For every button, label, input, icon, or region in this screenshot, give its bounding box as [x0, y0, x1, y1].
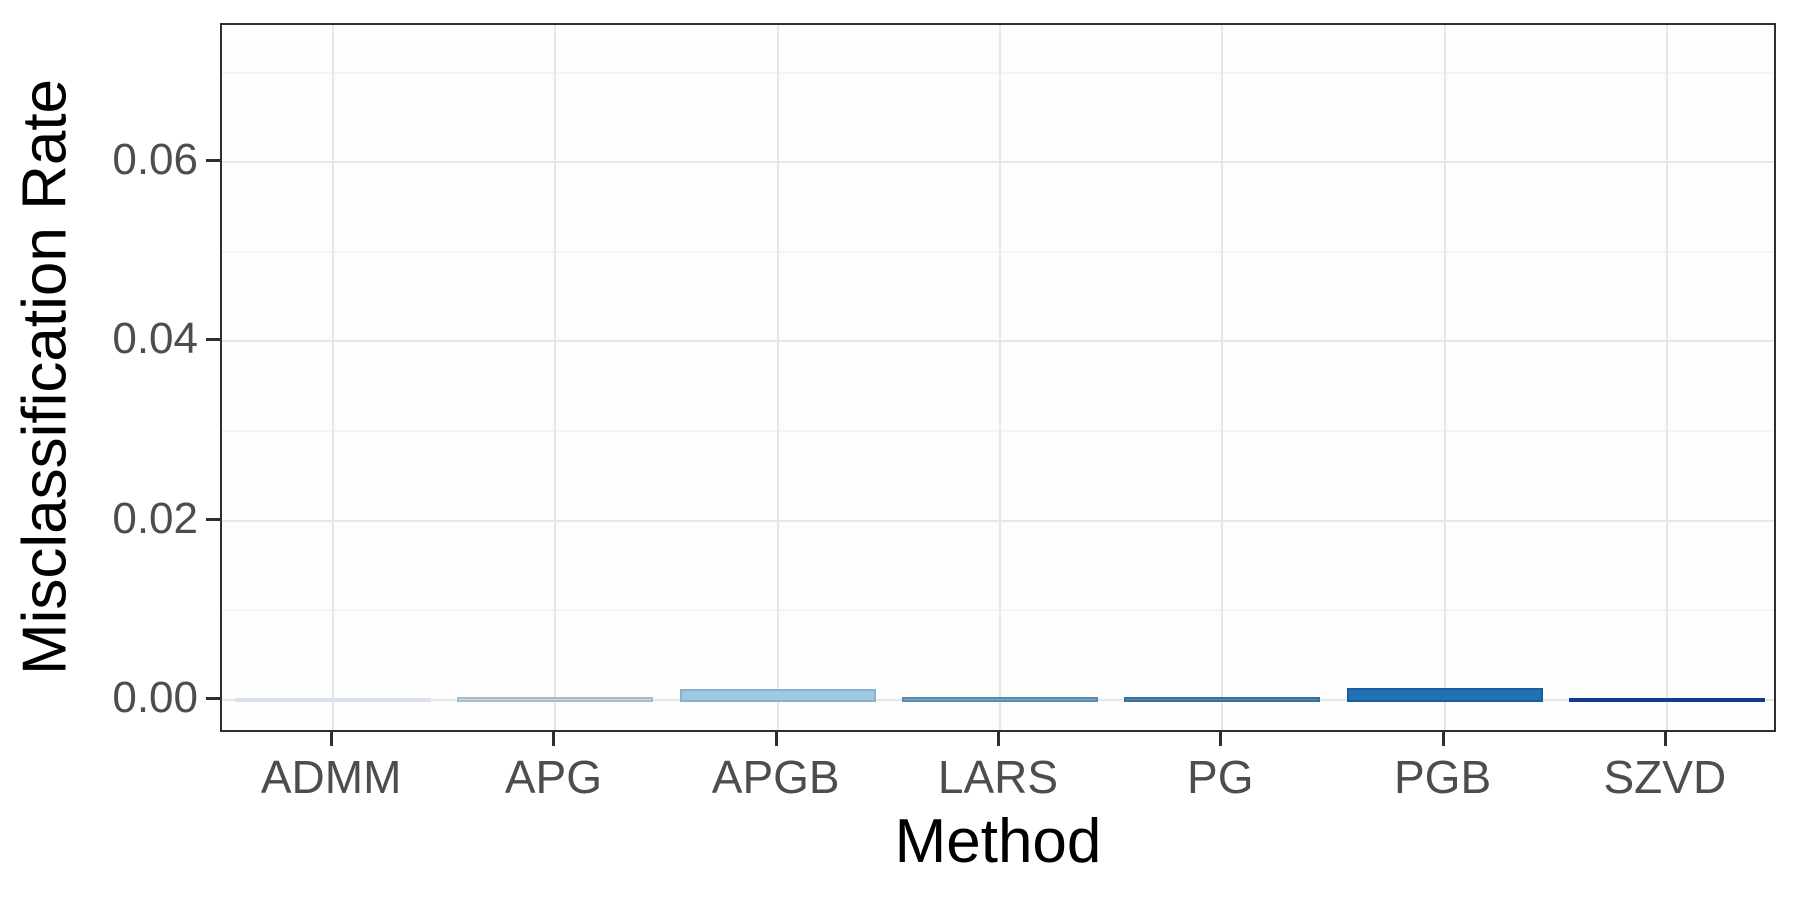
- category-gridline: [999, 25, 1001, 730]
- x-tick-label: APG: [504, 751, 602, 803]
- category-gridline: [1221, 25, 1224, 730]
- category-gridline: [1665, 25, 1668, 730]
- minor-gridline: [222, 250, 1774, 253]
- x-tick-label: LARS: [937, 751, 1059, 803]
- x-tick-mark: [552, 732, 556, 746]
- x-tick-mark: [330, 732, 334, 746]
- category-gridline: [554, 25, 557, 730]
- category-gridline: [1443, 25, 1446, 730]
- minor-gridline: [222, 609, 1774, 612]
- x-tick-mark: [1441, 732, 1445, 746]
- y-tick-mark: [206, 159, 220, 163]
- boxplot-box: [680, 689, 876, 702]
- major-gridline: [222, 161, 1774, 164]
- minor-gridline: [222, 71, 1774, 74]
- y-tick-mark: [206, 338, 220, 342]
- category-gridline: [332, 25, 335, 730]
- boxplot-box: [902, 697, 1098, 702]
- x-tick-mark: [1219, 732, 1223, 746]
- x-tick-label: SZVD: [1603, 751, 1727, 803]
- y-tick-mark: [206, 696, 220, 700]
- major-gridline: [222, 519, 1774, 522]
- y-tick-label: 0.06: [112, 135, 198, 185]
- boxplot-box: [235, 698, 431, 702]
- x-tick-mark: [774, 732, 778, 746]
- minor-gridline: [222, 430, 1774, 433]
- x-tick-label: ADMM: [260, 751, 402, 803]
- plot-panel: [220, 23, 1776, 732]
- x-tick-mark: [1663, 732, 1667, 746]
- boxplot-box: [1124, 697, 1320, 702]
- x-axis-title: Method: [894, 807, 1102, 876]
- y-tick-mark: [206, 517, 220, 521]
- y-tick-label: 0.04: [112, 314, 198, 364]
- boxplot-box: [1347, 688, 1543, 702]
- major-gridline: [222, 340, 1774, 343]
- y-tick-label: 0.02: [112, 493, 198, 543]
- x-tick-mark: [997, 732, 1000, 746]
- boxplot-box: [1569, 698, 1765, 702]
- x-tick-label: APGB: [711, 751, 840, 803]
- y-tick-label: 0.00: [112, 672, 198, 722]
- x-tick-label: PG: [1187, 751, 1254, 803]
- category-gridline: [776, 25, 779, 730]
- x-tick-label: PGB: [1393, 751, 1492, 803]
- boxplot-box: [457, 697, 653, 702]
